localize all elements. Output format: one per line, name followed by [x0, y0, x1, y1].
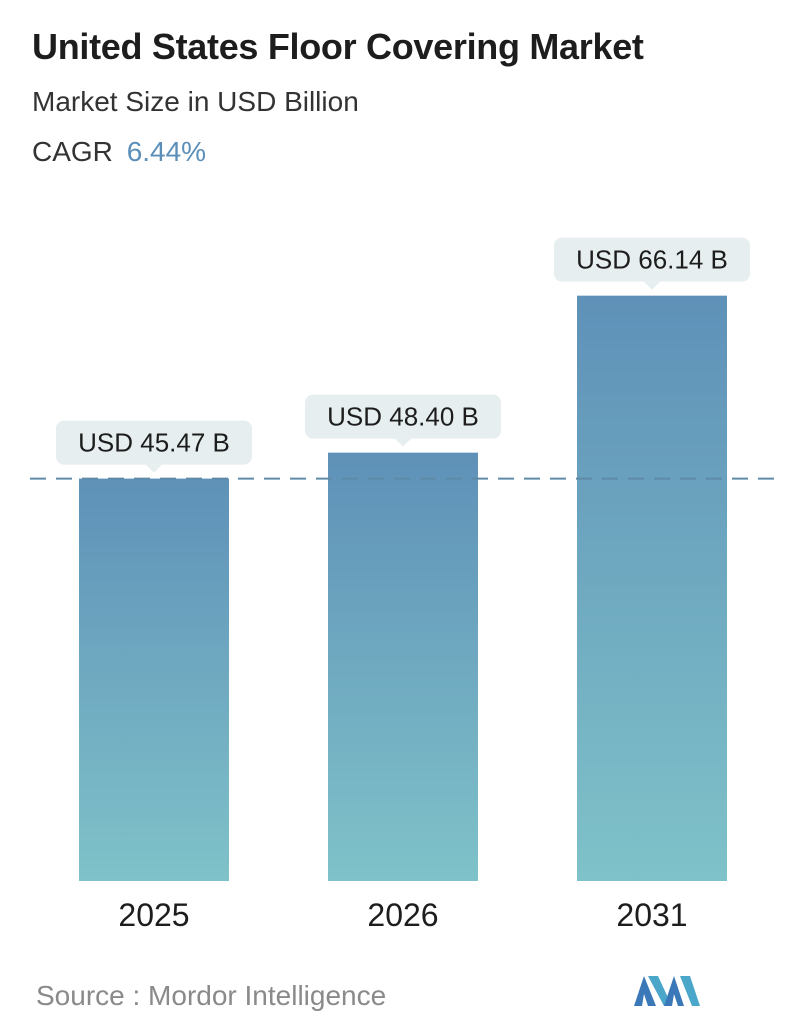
- data-label: USD 48.40 B: [327, 402, 479, 432]
- chart-subtitle: Market Size in USD Billion: [32, 86, 359, 117]
- x-tick-label: 2025: [118, 897, 189, 933]
- data-label: USD 66.14 B: [576, 245, 728, 275]
- chart-title: United States Floor Covering Market: [32, 26, 644, 67]
- cagr: CAGR 6.44%: [32, 136, 206, 168]
- data-label-callout: USD 66.14 B: [554, 237, 750, 290]
- cagr-label: CAGR: [32, 136, 113, 167]
- mordor-intelligence-logo-icon: [634, 968, 702, 1013]
- data-label: USD 45.47 B: [78, 428, 230, 458]
- x-tick-label: 2031: [616, 897, 687, 933]
- bar-2025: [79, 478, 229, 881]
- data-label-callout: USD 45.47 B: [56, 420, 252, 473]
- bar-chart: USD 45.47 B USD 48.40 B USD 66.14 B 2025 20…: [30, 237, 782, 933]
- bar-2026: [328, 452, 478, 881]
- cagr-value: 6.44%: [126, 136, 207, 167]
- source-text: Source : Mordor Intelligence: [36, 980, 387, 1011]
- bar-2031: [577, 295, 727, 881]
- x-tick-label: 2026: [367, 897, 438, 933]
- data-label-callout: USD 48.40 B: [305, 394, 501, 447]
